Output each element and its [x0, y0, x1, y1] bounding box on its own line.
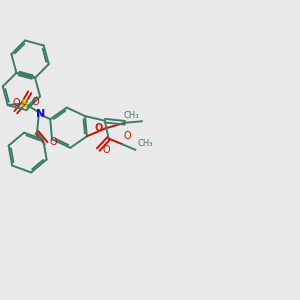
Text: O: O: [95, 123, 103, 134]
Text: CH₃: CH₃: [124, 111, 139, 120]
Text: O: O: [102, 145, 110, 154]
Text: CH₃: CH₃: [137, 139, 153, 148]
Text: O: O: [12, 98, 20, 108]
Text: O: O: [49, 137, 57, 147]
Text: O: O: [124, 131, 131, 141]
Text: S: S: [20, 99, 28, 110]
Text: N: N: [35, 110, 45, 119]
Text: O: O: [31, 97, 39, 107]
